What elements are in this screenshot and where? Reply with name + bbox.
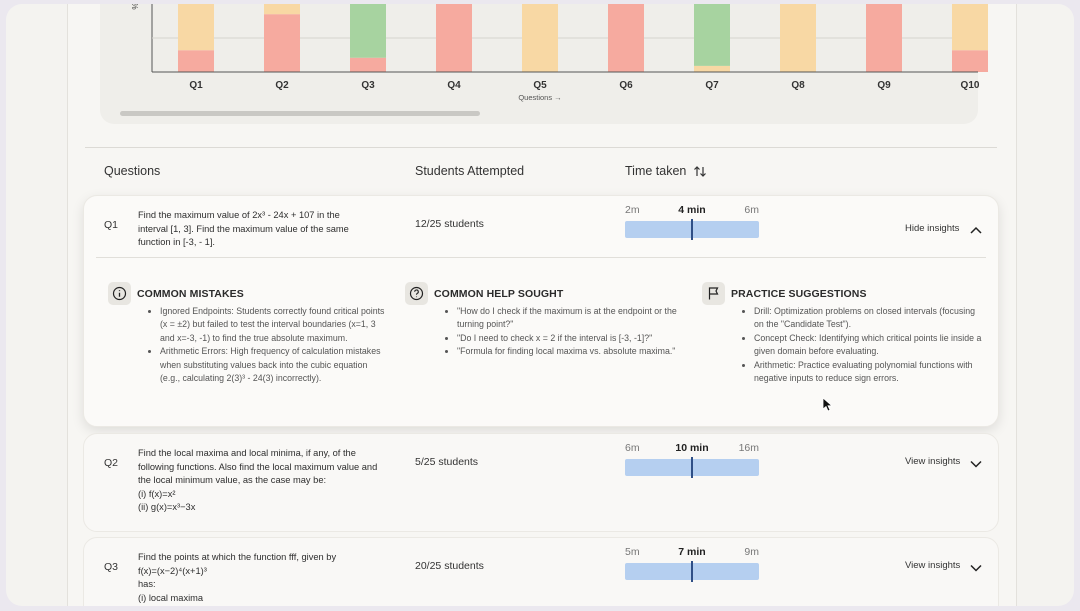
bar-segment	[264, 4, 300, 15]
question-card: Q3 Find the points at which the function …	[83, 537, 999, 606]
x-tick-label: Q10	[961, 80, 980, 91]
question-text: (ii) g(x)=x³−3x	[138, 502, 196, 513]
time-marker	[691, 457, 693, 478]
time-high: 16m	[738, 442, 759, 454]
question-text: following functions. Also find the local…	[138, 461, 378, 472]
y-axis-label: %	[131, 4, 140, 10]
bar-segment	[350, 57, 386, 72]
insight-item: Arithmetic Errors: High frequency of cal…	[160, 345, 386, 385]
header-time[interactable]: Time taken	[625, 164, 687, 178]
insight-title: COMMON HELP SOUGHT	[434, 288, 564, 300]
header-questions: Questions	[104, 164, 161, 178]
bar-segment	[522, 4, 558, 72]
insight-item: "How do I check if the maximum is at the…	[457, 305, 683, 332]
question-text: (i) local maxima	[138, 592, 204, 603]
question-id: Q3	[104, 561, 119, 573]
students-attempted: 20/25 students	[415, 560, 484, 572]
question-text: (i) f(x)=x²	[138, 488, 176, 499]
time-marker	[691, 561, 693, 582]
time-high: 9m	[744, 546, 759, 558]
x-tick-label: Q3	[361, 80, 375, 91]
x-tick-label: Q1	[189, 80, 203, 91]
question-text: has:	[138, 579, 156, 590]
time-mid: 4 min	[678, 204, 706, 216]
time-high: 6m	[744, 204, 759, 216]
icon	[112, 286, 127, 301]
insight-item: Drill: Optimization problems on closed i…	[754, 305, 986, 332]
bar-segment	[178, 50, 214, 72]
question-text: Find the local maxima and local minima, …	[138, 448, 356, 458]
chevron[interactable]	[970, 226, 982, 234]
insight-item: Ignored Endpoints: Students correctly fo…	[160, 305, 386, 345]
bar-segment	[780, 4, 816, 72]
insight-icon	[702, 282, 725, 305]
question-text: Find the maximum value of 2x³ - 24x + 10…	[138, 210, 340, 220]
insight-item: "Do I need to check x = 2 if the interva…	[457, 332, 683, 345]
sort-icon[interactable]	[693, 165, 707, 178]
bar-segment	[436, 4, 472, 72]
bar-segment	[178, 4, 214, 51]
bar-segment	[264, 14, 300, 72]
bar-segment	[952, 50, 988, 72]
insight-icon	[108, 282, 131, 305]
bar-segment	[350, 4, 386, 58]
chevron[interactable]	[970, 460, 982, 468]
question-id: Q1	[104, 219, 119, 231]
icon	[708, 287, 719, 300]
divider	[85, 147, 997, 148]
x-axis-label: Questions →	[518, 93, 561, 102]
x-tick-label: Q2	[275, 80, 289, 91]
students-attempted: 12/25 students	[415, 218, 484, 230]
time-marker	[691, 219, 693, 240]
bar-segment	[952, 4, 988, 51]
chevron[interactable]	[970, 564, 982, 572]
chart: % Questions → Q1 Q2 Q3 Q4 Q5 Q6 Q7 Q8 Q9 Q10	[120, 4, 988, 116]
question-text: function in [-3, - 1].	[138, 237, 215, 248]
insights-toggle[interactable]: Hide insights	[905, 223, 960, 234]
app-frame: % Questions → Q1 Q2 Q3 Q4 Q5 Q6 Q7 Q8 Q9 Q10 Ques…	[6, 4, 1074, 606]
insights-toggle[interactable]: View insights	[905, 456, 961, 467]
insight-icon	[405, 282, 428, 305]
bar-segment	[608, 4, 644, 72]
question-text: Find the points at which the function ff…	[138, 552, 337, 562]
insight-item: "Formula for finding local maxima vs. ab…	[457, 345, 683, 358]
bar-segment	[694, 4, 730, 66]
icon	[409, 286, 424, 301]
insight-list: "How do I check if the maximum is at the…	[445, 305, 683, 359]
x-tick-label: Q5	[533, 80, 547, 91]
question-text: the local minimum value, as the case may…	[138, 475, 327, 486]
time-low: 5m	[625, 546, 640, 558]
insight-list: Drill: Optimization problems on closed i…	[742, 305, 986, 385]
question-text: f(x)=(x−2)⁴(x+1)³	[138, 565, 207, 576]
x-tick-label: Q8	[791, 80, 805, 91]
insight-item: Arithmetic: Practice evaluating polynomi…	[754, 359, 986, 386]
time-low: 6m	[625, 442, 640, 454]
bar-segment	[694, 65, 730, 72]
header-attempted: Students Attempted	[415, 164, 525, 178]
question-card: Q1 Find the maximum value of 2x³ - 24x + …	[83, 195, 999, 427]
students-attempted: 5/25 students	[415, 456, 479, 468]
scrollbar[interactable]	[120, 111, 480, 116]
divider	[96, 257, 986, 258]
question-text: interval [1, 3]. Find the maximum value …	[138, 223, 349, 234]
question-id: Q2	[104, 457, 119, 469]
bar-segment	[866, 4, 902, 72]
x-tick-label: Q7	[705, 80, 719, 91]
insight-item: Concept Check: Identifying which critica…	[754, 332, 986, 359]
insights-toggle[interactable]: View insights	[905, 560, 961, 571]
time-low: 2m	[625, 204, 640, 216]
question-card: Q2 Find the local maxima and local minima…	[83, 433, 999, 532]
time-mid: 7 min	[678, 546, 706, 558]
insight-title: COMMON MISTAKES	[137, 288, 244, 300]
x-tick-label: Q6	[619, 80, 633, 91]
x-tick-label: Q4	[447, 80, 461, 91]
insight-title: PRACTICE SUGGESTIONS	[731, 288, 867, 300]
time-mid: 10 min	[675, 442, 709, 454]
x-tick-label: Q9	[877, 80, 891, 91]
cursor	[822, 397, 834, 412]
insight-list: Ignored Endpoints: Students correctly fo…	[148, 305, 386, 385]
